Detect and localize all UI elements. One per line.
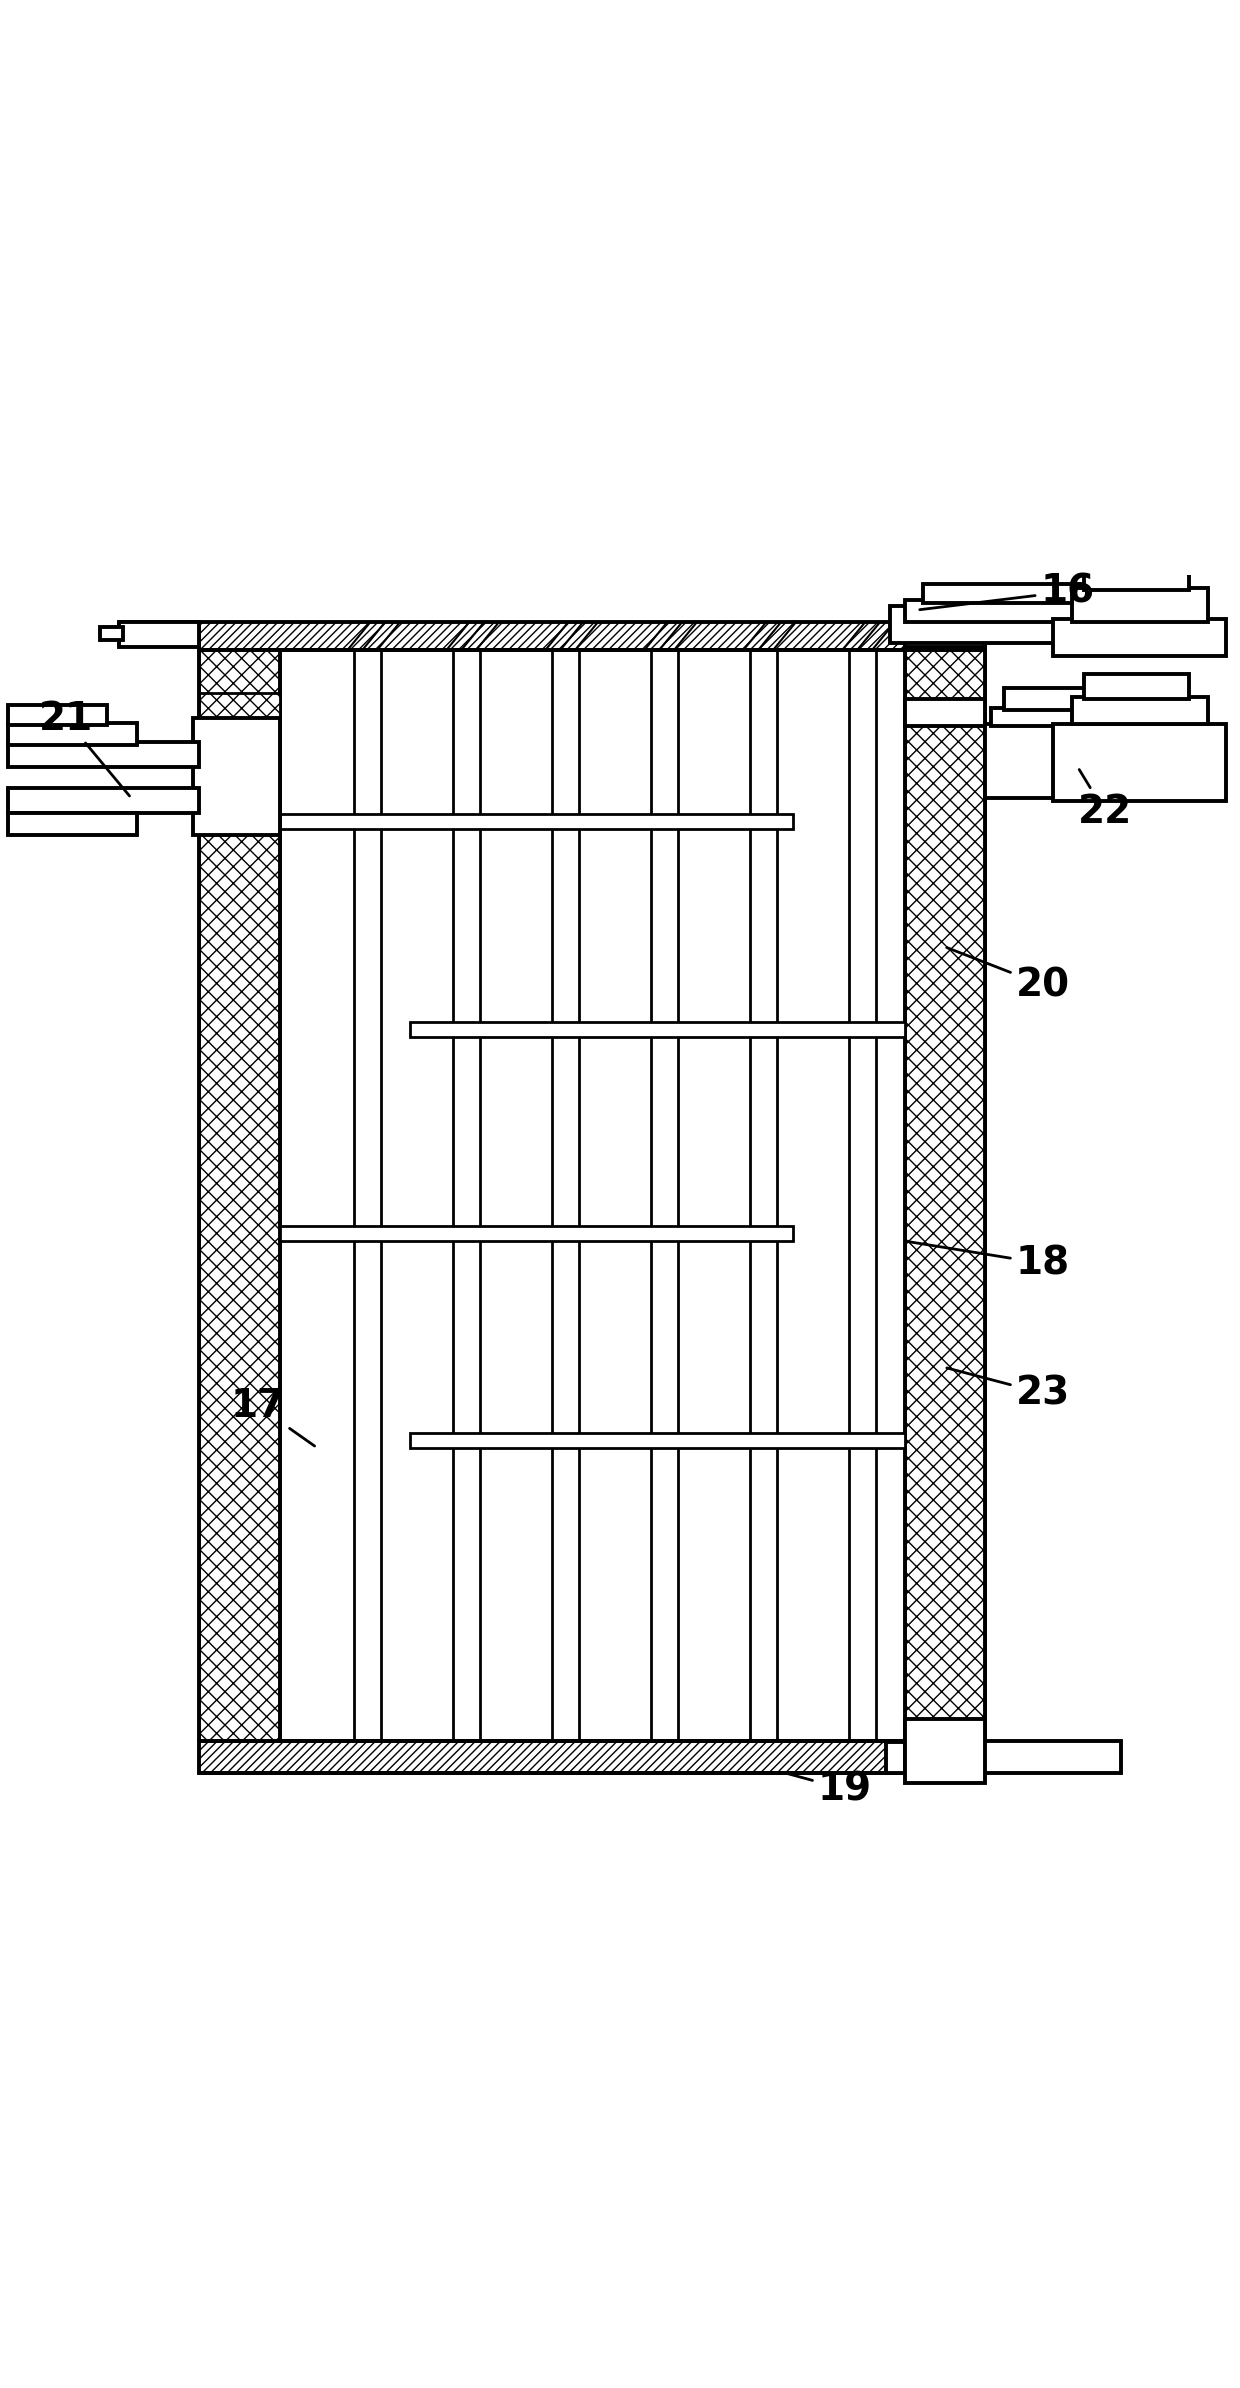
Bar bbox=[193, 719, 280, 836]
Text: 19: 19 bbox=[784, 1770, 872, 1808]
Bar bbox=[200, 650, 280, 1741]
Text: 21: 21 bbox=[38, 700, 129, 795]
Text: 18: 18 bbox=[908, 1242, 1070, 1282]
Text: 20: 20 bbox=[947, 948, 1070, 1003]
Bar bbox=[1071, 697, 1208, 724]
Text: 16: 16 bbox=[920, 573, 1095, 611]
Bar bbox=[7, 812, 138, 836]
Bar bbox=[904, 1741, 1121, 1772]
Bar bbox=[7, 788, 200, 812]
Bar bbox=[1084, 559, 1189, 590]
Bar bbox=[100, 628, 123, 640]
Bar bbox=[991, 707, 1115, 726]
Bar bbox=[923, 585, 1096, 602]
Bar bbox=[200, 693, 280, 786]
Bar bbox=[200, 623, 985, 650]
Bar bbox=[409, 1022, 904, 1036]
Text: 23: 23 bbox=[947, 1368, 1070, 1411]
Bar bbox=[7, 743, 200, 767]
Bar bbox=[904, 623, 985, 647]
Bar bbox=[280, 814, 794, 829]
Bar bbox=[904, 650, 985, 1741]
Bar bbox=[409, 1433, 904, 1447]
Bar bbox=[119, 623, 200, 647]
Bar bbox=[904, 700, 985, 726]
Bar bbox=[1053, 618, 1226, 657]
Bar bbox=[1084, 673, 1189, 700]
Bar bbox=[1053, 724, 1226, 800]
Bar bbox=[904, 599, 1102, 623]
Bar bbox=[904, 1719, 985, 1784]
Bar bbox=[1003, 688, 1109, 709]
Bar bbox=[890, 607, 1125, 642]
Bar bbox=[7, 724, 138, 745]
Bar bbox=[887, 1743, 985, 1772]
Bar bbox=[7, 704, 107, 726]
Bar bbox=[280, 1225, 794, 1242]
Text: 17: 17 bbox=[231, 1387, 315, 1447]
Bar bbox=[200, 1741, 985, 1772]
Bar bbox=[985, 724, 1121, 798]
Text: 22: 22 bbox=[1078, 769, 1132, 831]
Bar bbox=[1071, 587, 1208, 623]
